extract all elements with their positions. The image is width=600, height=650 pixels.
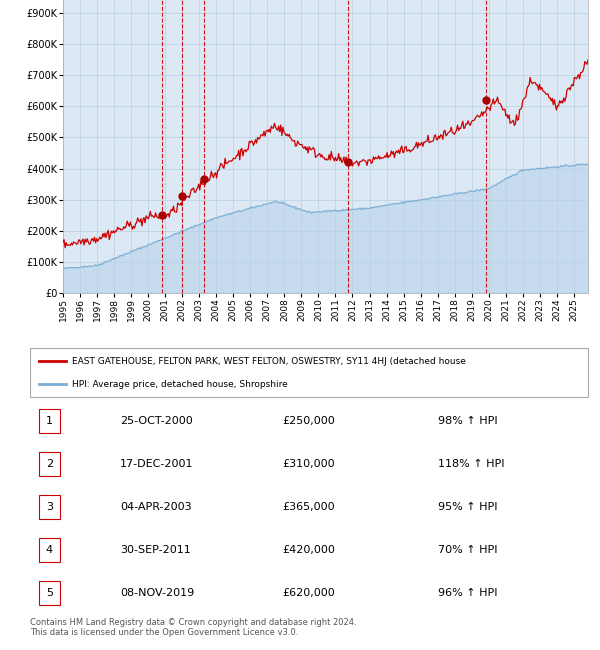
Text: 3: 3	[46, 502, 53, 512]
Text: 1: 1	[46, 416, 53, 426]
Text: 4: 4	[46, 545, 53, 555]
Text: EAST GATEHOUSE, FELTON PARK, WEST FELTON, OSWESTRY, SY11 4HJ (detached house: EAST GATEHOUSE, FELTON PARK, WEST FELTON…	[72, 357, 466, 366]
Text: £365,000: £365,000	[282, 502, 335, 512]
Text: £620,000: £620,000	[282, 588, 335, 598]
Text: 2: 2	[46, 460, 53, 469]
Text: 08-NOV-2019: 08-NOV-2019	[120, 588, 194, 598]
Text: 98% ↑ HPI: 98% ↑ HPI	[438, 416, 497, 426]
Text: 118% ↑ HPI: 118% ↑ HPI	[438, 460, 505, 469]
Text: 95% ↑ HPI: 95% ↑ HPI	[438, 502, 497, 512]
Text: 04-APR-2003: 04-APR-2003	[120, 502, 191, 512]
Text: 17-DEC-2001: 17-DEC-2001	[120, 460, 193, 469]
Text: HPI: Average price, detached house, Shropshire: HPI: Average price, detached house, Shro…	[72, 380, 288, 389]
Text: 96% ↑ HPI: 96% ↑ HPI	[438, 588, 497, 598]
Text: 25-OCT-2000: 25-OCT-2000	[120, 416, 193, 426]
Text: 70% ↑ HPI: 70% ↑ HPI	[438, 545, 497, 555]
Text: Contains HM Land Registry data © Crown copyright and database right 2024.
This d: Contains HM Land Registry data © Crown c…	[30, 618, 356, 638]
Text: £420,000: £420,000	[282, 545, 335, 555]
Text: 30-SEP-2011: 30-SEP-2011	[120, 545, 191, 555]
Text: 5: 5	[46, 588, 53, 598]
Text: £250,000: £250,000	[282, 416, 335, 426]
Text: £310,000: £310,000	[282, 460, 335, 469]
